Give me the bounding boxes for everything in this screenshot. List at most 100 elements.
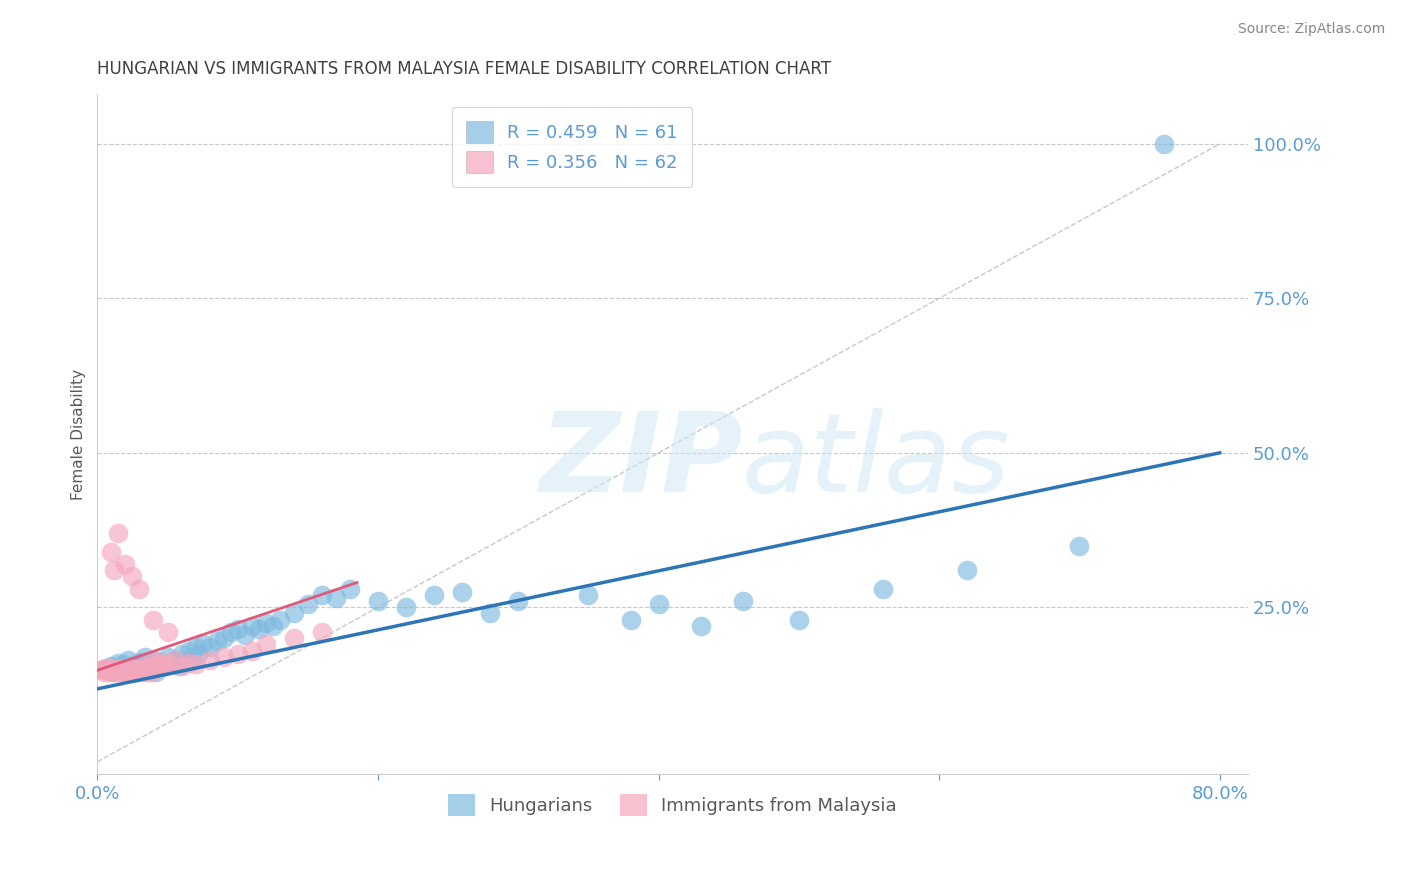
Point: [104, 663, 127, 677]
Point: [121, 662, 143, 676]
Point: [184, 657, 207, 672]
Point: [118, 665, 141, 680]
Point: [479, 607, 502, 621]
Point: [135, 659, 157, 673]
Point: [142, 653, 165, 667]
Point: [120, 663, 142, 677]
Point: [93, 665, 115, 680]
Point: [872, 582, 894, 596]
Point: [139, 659, 162, 673]
Point: [132, 665, 155, 680]
Point: [156, 649, 179, 664]
Point: [110, 665, 132, 680]
Point: [163, 653, 186, 667]
Point: [339, 582, 361, 596]
Point: [107, 662, 129, 676]
Point: [198, 653, 221, 667]
Point: [129, 663, 152, 677]
Point: [125, 665, 148, 680]
Point: [205, 634, 228, 648]
Point: [787, 613, 810, 627]
Point: [145, 665, 167, 680]
Point: [117, 653, 139, 667]
Point: [689, 619, 711, 633]
Point: [103, 662, 125, 676]
Point: [311, 625, 333, 640]
Point: [121, 659, 143, 673]
Point: [131, 657, 153, 672]
Point: [254, 637, 277, 651]
Point: [578, 588, 600, 602]
Point: [131, 662, 153, 676]
Point: [114, 665, 136, 680]
Point: [167, 659, 190, 673]
Point: [121, 569, 143, 583]
Point: [100, 659, 122, 673]
Point: [226, 647, 249, 661]
Point: [101, 665, 124, 680]
Point: [136, 663, 159, 677]
Point: [107, 656, 129, 670]
Point: [283, 607, 305, 621]
Point: [956, 563, 979, 577]
Point: [112, 663, 135, 677]
Text: ZIP: ZIP: [540, 408, 744, 515]
Point: [142, 613, 165, 627]
Y-axis label: Female Disability: Female Disability: [72, 368, 86, 500]
Point: [247, 622, 270, 636]
Point: [93, 662, 115, 676]
Point: [128, 582, 150, 596]
Point: [128, 662, 150, 676]
Point: [240, 619, 263, 633]
Point: [198, 640, 221, 655]
Point: [103, 665, 125, 680]
Point: [156, 656, 179, 670]
Point: [153, 659, 176, 673]
Point: [148, 656, 170, 670]
Point: [98, 662, 121, 676]
Point: [91, 662, 114, 676]
Point: [100, 544, 122, 558]
Point: [90, 663, 112, 677]
Point: [97, 665, 120, 680]
Point: [325, 591, 347, 605]
Point: [395, 600, 418, 615]
Point: [233, 628, 256, 642]
Point: [100, 663, 122, 677]
Point: [187, 647, 209, 661]
Point: [177, 656, 200, 670]
Point: [94, 661, 117, 675]
Point: [508, 594, 530, 608]
Point: [108, 663, 131, 677]
Point: [254, 615, 277, 630]
Point: [107, 526, 129, 541]
Point: [156, 625, 179, 640]
Point: [181, 651, 204, 665]
Point: [311, 588, 333, 602]
Point: [150, 657, 173, 672]
Point: [127, 665, 149, 680]
Point: [111, 657, 134, 672]
Point: [105, 665, 128, 680]
Point: [145, 659, 167, 673]
Point: [114, 557, 136, 571]
Point: [451, 585, 474, 599]
Point: [138, 662, 160, 676]
Point: [191, 637, 214, 651]
Point: [117, 663, 139, 677]
Point: [212, 631, 235, 645]
Point: [297, 597, 319, 611]
Text: HUNGARIAN VS IMMIGRANTS FROM MALAYSIA FEMALE DISABILITY CORRELATION CHART: HUNGARIAN VS IMMIGRANTS FROM MALAYSIA FE…: [97, 60, 831, 78]
Point: [142, 653, 165, 667]
Point: [170, 659, 193, 673]
Point: [212, 649, 235, 664]
Point: [125, 663, 148, 677]
Point: [269, 613, 291, 627]
Point: [240, 643, 263, 657]
Point: [115, 662, 138, 676]
Point: [184, 640, 207, 655]
Point: [111, 662, 134, 676]
Point: [219, 625, 242, 640]
Point: [647, 597, 669, 611]
Point: [283, 631, 305, 645]
